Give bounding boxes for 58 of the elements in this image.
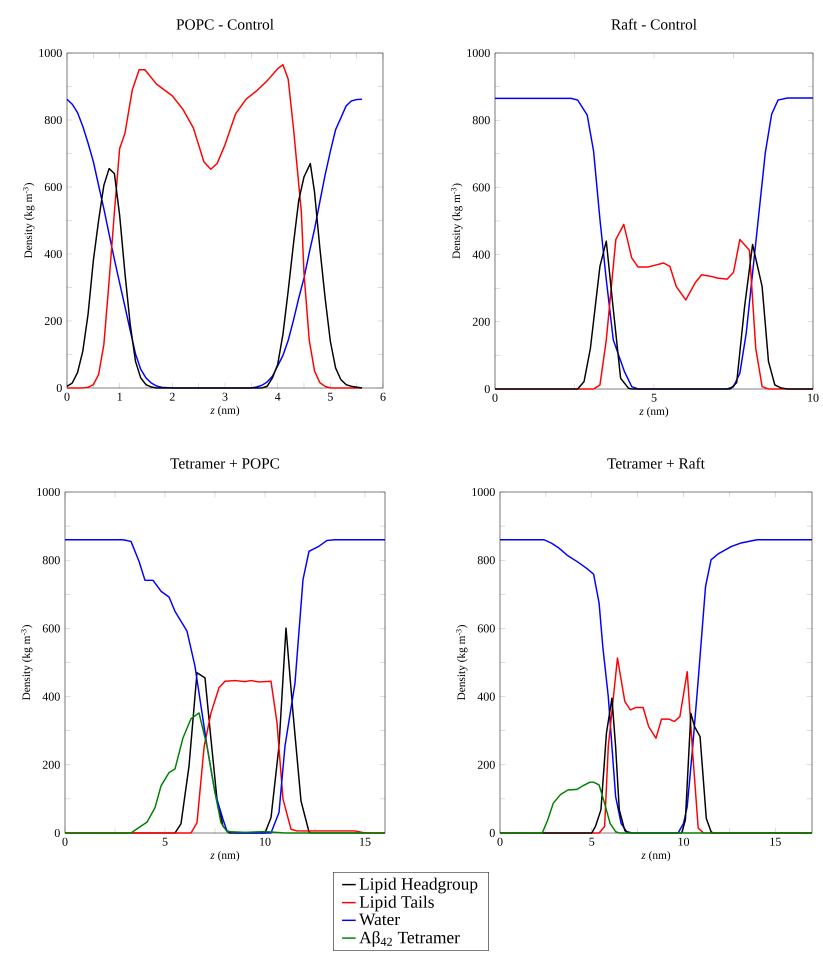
y-tick-label: 0: [54, 828, 60, 838]
y-tick-label: 1000: [37, 488, 60, 496]
y-tick-label: 800: [42, 556, 60, 564]
line-series: [499, 781, 813, 834]
x-tick-label: 10: [678, 838, 689, 846]
legend-label: Lipid Tails: [359, 896, 434, 912]
chart-title: Tetramer + Raft: [607, 458, 705, 469]
x-tick-label: 10: [260, 838, 270, 846]
y-tick-label: 0: [484, 384, 490, 394]
y-tick-label: 0: [490, 828, 495, 838]
y-tick-label: 200: [472, 318, 490, 326]
y-axis-title: Density (kg m$^{-3}$): [456, 625, 468, 700]
x-tick-label: 2: [170, 392, 174, 401]
chart-title: POPC - Control: [176, 18, 274, 30]
y-tick-label: 0: [56, 384, 62, 392]
x-axis-title: z (nm): [210, 406, 239, 416]
chart-title: Raft - Control: [611, 18, 696, 30]
y-tick-label: 400: [477, 692, 495, 701]
y-tick-label: 400: [472, 250, 490, 259]
x-axis-title: z (nm): [210, 850, 239, 862]
x-tick-label: 15: [360, 838, 370, 846]
y-axis-title: Density (kg m$^{-3}$): [22, 183, 34, 258]
y-tick-label: 600: [44, 182, 62, 192]
y-tick-label: 200: [478, 760, 495, 769]
x-tick-label: 15: [770, 838, 781, 846]
y-tick-label: 400: [42, 692, 60, 701]
x-tick-label: 5: [162, 838, 168, 846]
y-tick-label: 600: [42, 624, 60, 632]
legend-label: Aβ$_{42}$ Tetramer: [359, 930, 460, 947]
y-axis-title: Density (kg m$^{-3}$): [20, 625, 32, 700]
y-tick-label: 800: [478, 556, 495, 564]
y-tick-label: 200: [44, 316, 62, 326]
x-axis-title: z (nm): [639, 406, 668, 418]
y-tick-label: 600: [472, 183, 490, 192]
x-tick-label: 10: [808, 394, 818, 402]
legend-label: Water: [358, 914, 400, 926]
y-tick-label: 800: [472, 116, 490, 124]
x-tick-label: 1: [117, 392, 122, 401]
y-tick-label: 1000: [39, 48, 62, 58]
x-axis-title: z (nm): [641, 850, 670, 862]
legend-label: Lipid Headgroup: [359, 878, 478, 894]
y-tick-label: 1000: [467, 48, 490, 58]
x-tick-label: 0: [62, 838, 68, 846]
x-tick-label: 4: [274, 392, 280, 401]
y-tick-label: 200: [42, 760, 60, 769]
y-tick-label: 1000: [472, 488, 495, 496]
x-tick-label: 5: [651, 394, 656, 402]
x-tick-label: 5: [328, 392, 333, 401]
y-axis-title: Density (kg m$^{-3}$): [450, 184, 462, 259]
x-tick-label: 0: [64, 392, 70, 401]
y-tick-label: 600: [478, 624, 495, 632]
x-tick-label: 0: [497, 838, 502, 846]
chart-title: Tetramer + POPC: [170, 458, 279, 469]
y-tick-label: 400: [44, 250, 62, 258]
x-tick-label: 5: [589, 838, 594, 846]
x-tick-label: 6: [380, 392, 386, 401]
y-tick-label: 800: [44, 116, 62, 124]
x-tick-label: 3: [222, 392, 228, 401]
